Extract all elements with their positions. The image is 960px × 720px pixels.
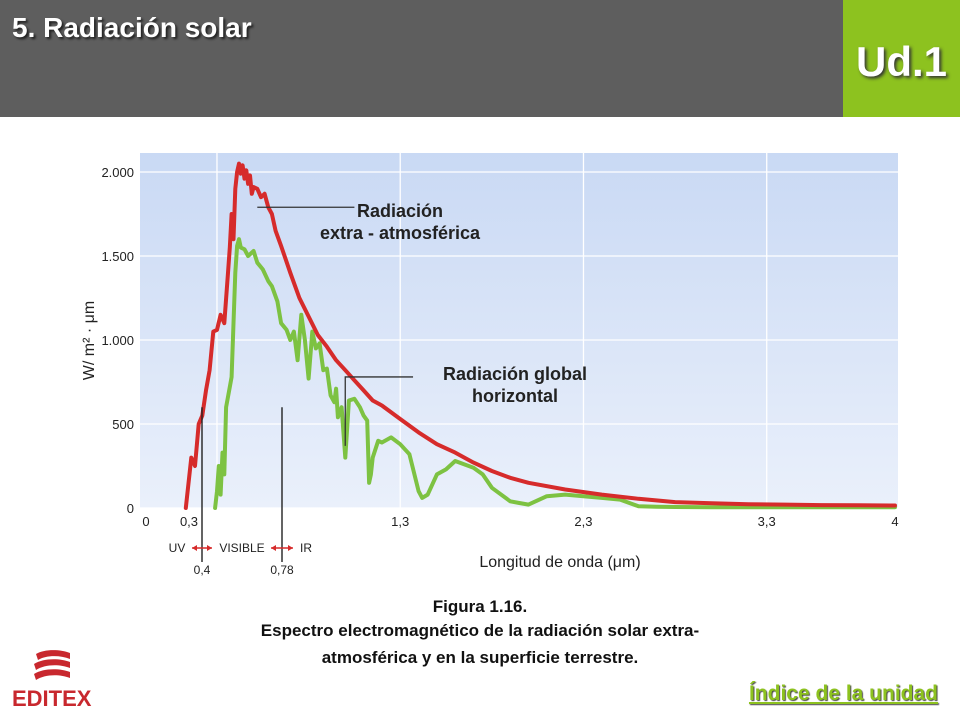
band-arrow-visible-ir-head-l xyxy=(271,545,276,551)
x-tick-label: 0,3 xyxy=(180,514,198,529)
logo-wordmark: EDITEX xyxy=(12,686,92,711)
annotation-leader-1 xyxy=(344,376,414,446)
x-tick-label: 0 xyxy=(142,514,149,529)
annotation-global-0: Radiación global xyxy=(443,364,587,384)
x-axis-title: Longitud de onda (μm) xyxy=(479,554,640,571)
unit-badge: Ud.1 xyxy=(843,0,960,117)
band-label-1: VISIBLE xyxy=(219,541,264,555)
header-bar: 5. Radiación solar xyxy=(0,0,843,117)
y-tick-label: 1.500 xyxy=(101,249,134,264)
band-boundary-label: 0,4 xyxy=(194,563,211,577)
figure-caption-line-1: Espectro electromagnético de la radiació… xyxy=(260,621,700,640)
annotation-extra-0: Radiación xyxy=(357,201,443,221)
y-tick-label: 0 xyxy=(127,501,134,516)
x-tick-label: 1,3 xyxy=(391,514,409,529)
annotation-global-1: horizontal xyxy=(472,386,558,406)
unit-index-link[interactable]: Índice de la unidad xyxy=(748,682,938,705)
band-boundary-label: 0,78 xyxy=(270,563,294,577)
band-arrow-visible-ir-head-r xyxy=(288,545,293,551)
y-tick-label: 1.000 xyxy=(101,333,134,348)
band-label-0: UV xyxy=(169,541,186,555)
editex-logo: EDITEX xyxy=(8,648,108,714)
y-tick-label: 500 xyxy=(112,417,134,432)
annotation-extra-1: extra - atmosférica xyxy=(320,223,481,243)
unit-label: Ud.1 xyxy=(855,38,947,85)
x-tick-label: 3,3 xyxy=(758,514,776,529)
band-label-2: IR xyxy=(300,541,312,555)
x-tick-label: 4 xyxy=(891,514,898,529)
page-title: 5. Radiación solar xyxy=(12,12,252,43)
solar-spectrum-chart: 0 500 1.000 1.500 2.000 0 0,3 1,3 2,3 3,3 4 W/ m² ·… xyxy=(81,153,899,577)
figure-caption-line-2: atmosférica y en la superficie terrestre… xyxy=(321,648,639,667)
plot-area xyxy=(140,153,898,508)
band-arrow-uv-visible-head-r xyxy=(207,545,212,551)
y-tick-label: 2.000 xyxy=(101,165,134,180)
series-line-1 xyxy=(213,237,897,510)
band-arrow-uv-visible-head-l xyxy=(192,545,197,551)
y-axis-title: W/ m² · μm xyxy=(81,301,98,380)
series-line-0 xyxy=(183,161,897,510)
x-tick-label: 2,3 xyxy=(574,514,592,529)
figure-number: Figura 1.16. xyxy=(432,597,528,616)
